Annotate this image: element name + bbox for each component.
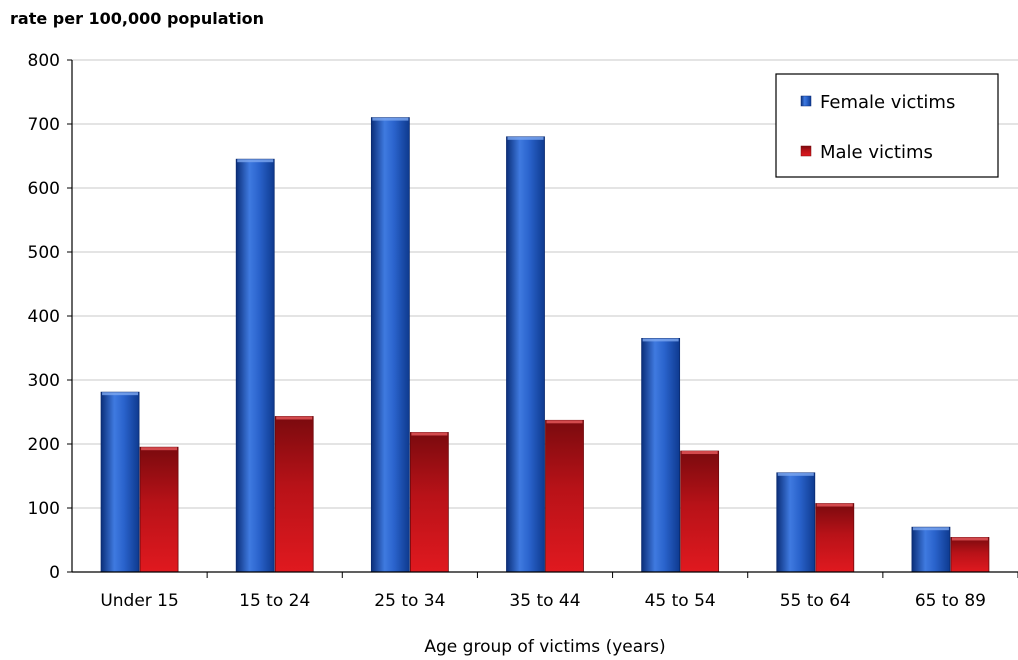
x-tick-label: 55 to 64: [780, 591, 851, 611]
legend-label-male: Male victims: [820, 142, 933, 163]
bar-female: [506, 136, 545, 573]
gridlines: [72, 59, 1018, 509]
bar-female-cap: [507, 136, 544, 140]
bar-female-cap: [372, 117, 409, 121]
y-tick-label: 300: [28, 371, 60, 391]
x-tick-labels: Under 15 15 to 24 25 to 34 35 to 44 45 to 54…: [100, 591, 986, 611]
bar-male-cap: [816, 503, 853, 507]
bar-female-cap: [777, 472, 814, 476]
y-tick-label: 500: [28, 243, 60, 263]
legend: Female victims Male victims: [775, 73, 999, 178]
x-axis-title: Age group of victims (years): [424, 637, 665, 657]
bar-female-cap: [102, 392, 139, 396]
y-tick-label: 200: [28, 435, 60, 455]
y-tick-label: 0: [49, 563, 60, 583]
x-tick-label: 25 to 34: [374, 591, 445, 611]
legend-label-female: Female victims: [820, 92, 955, 113]
y-tick-label: 100: [28, 499, 60, 519]
axes: [67, 59, 1018, 578]
x-tick-label: 45 to 54: [645, 591, 716, 611]
bar-female-cap: [912, 527, 949, 531]
legend-swatch-female: [800, 95, 812, 107]
bar-female: [641, 337, 681, 573]
bar-female: [776, 472, 816, 573]
legend-swatch-male: [800, 145, 812, 157]
x-tick-label: 35 to 44: [509, 591, 580, 611]
bar-male-cap: [276, 416, 313, 420]
bars: [100, 117, 990, 573]
bar-male: [815, 503, 855, 573]
y-tick-label: 600: [28, 179, 60, 199]
y-tick-labels: 0 100 200 300 400 500 600 700 800: [28, 51, 60, 583]
legend-box: [775, 73, 999, 178]
bar-male-cap: [951, 537, 988, 541]
bar-female: [100, 391, 140, 573]
bar-male: [545, 419, 584, 573]
x-tick-label: 15 to 24: [239, 591, 310, 611]
bar-male: [950, 537, 990, 573]
bar-male: [139, 446, 179, 573]
bar-male: [409, 432, 449, 573]
x-tick-label: Under 15: [100, 591, 179, 611]
bar-male: [680, 450, 720, 573]
x-tick-label: 65 to 89: [915, 591, 986, 611]
bar-female: [235, 158, 275, 573]
bar-female: [370, 117, 410, 573]
bar-male-cap: [546, 420, 583, 424]
bar-male-cap: [411, 432, 448, 436]
y-axis-title: rate per 100,000 population: [10, 9, 264, 28]
y-tick-label: 400: [28, 307, 60, 327]
y-tick-label: 800: [28, 51, 60, 71]
bar-male: [274, 416, 314, 573]
bar-female-cap: [642, 338, 679, 342]
bar-male-cap: [141, 447, 178, 451]
y-tick-label: 700: [28, 115, 60, 135]
bar-female: [911, 526, 951, 573]
bar-male-cap: [681, 451, 718, 455]
bar-female-cap: [237, 159, 274, 163]
